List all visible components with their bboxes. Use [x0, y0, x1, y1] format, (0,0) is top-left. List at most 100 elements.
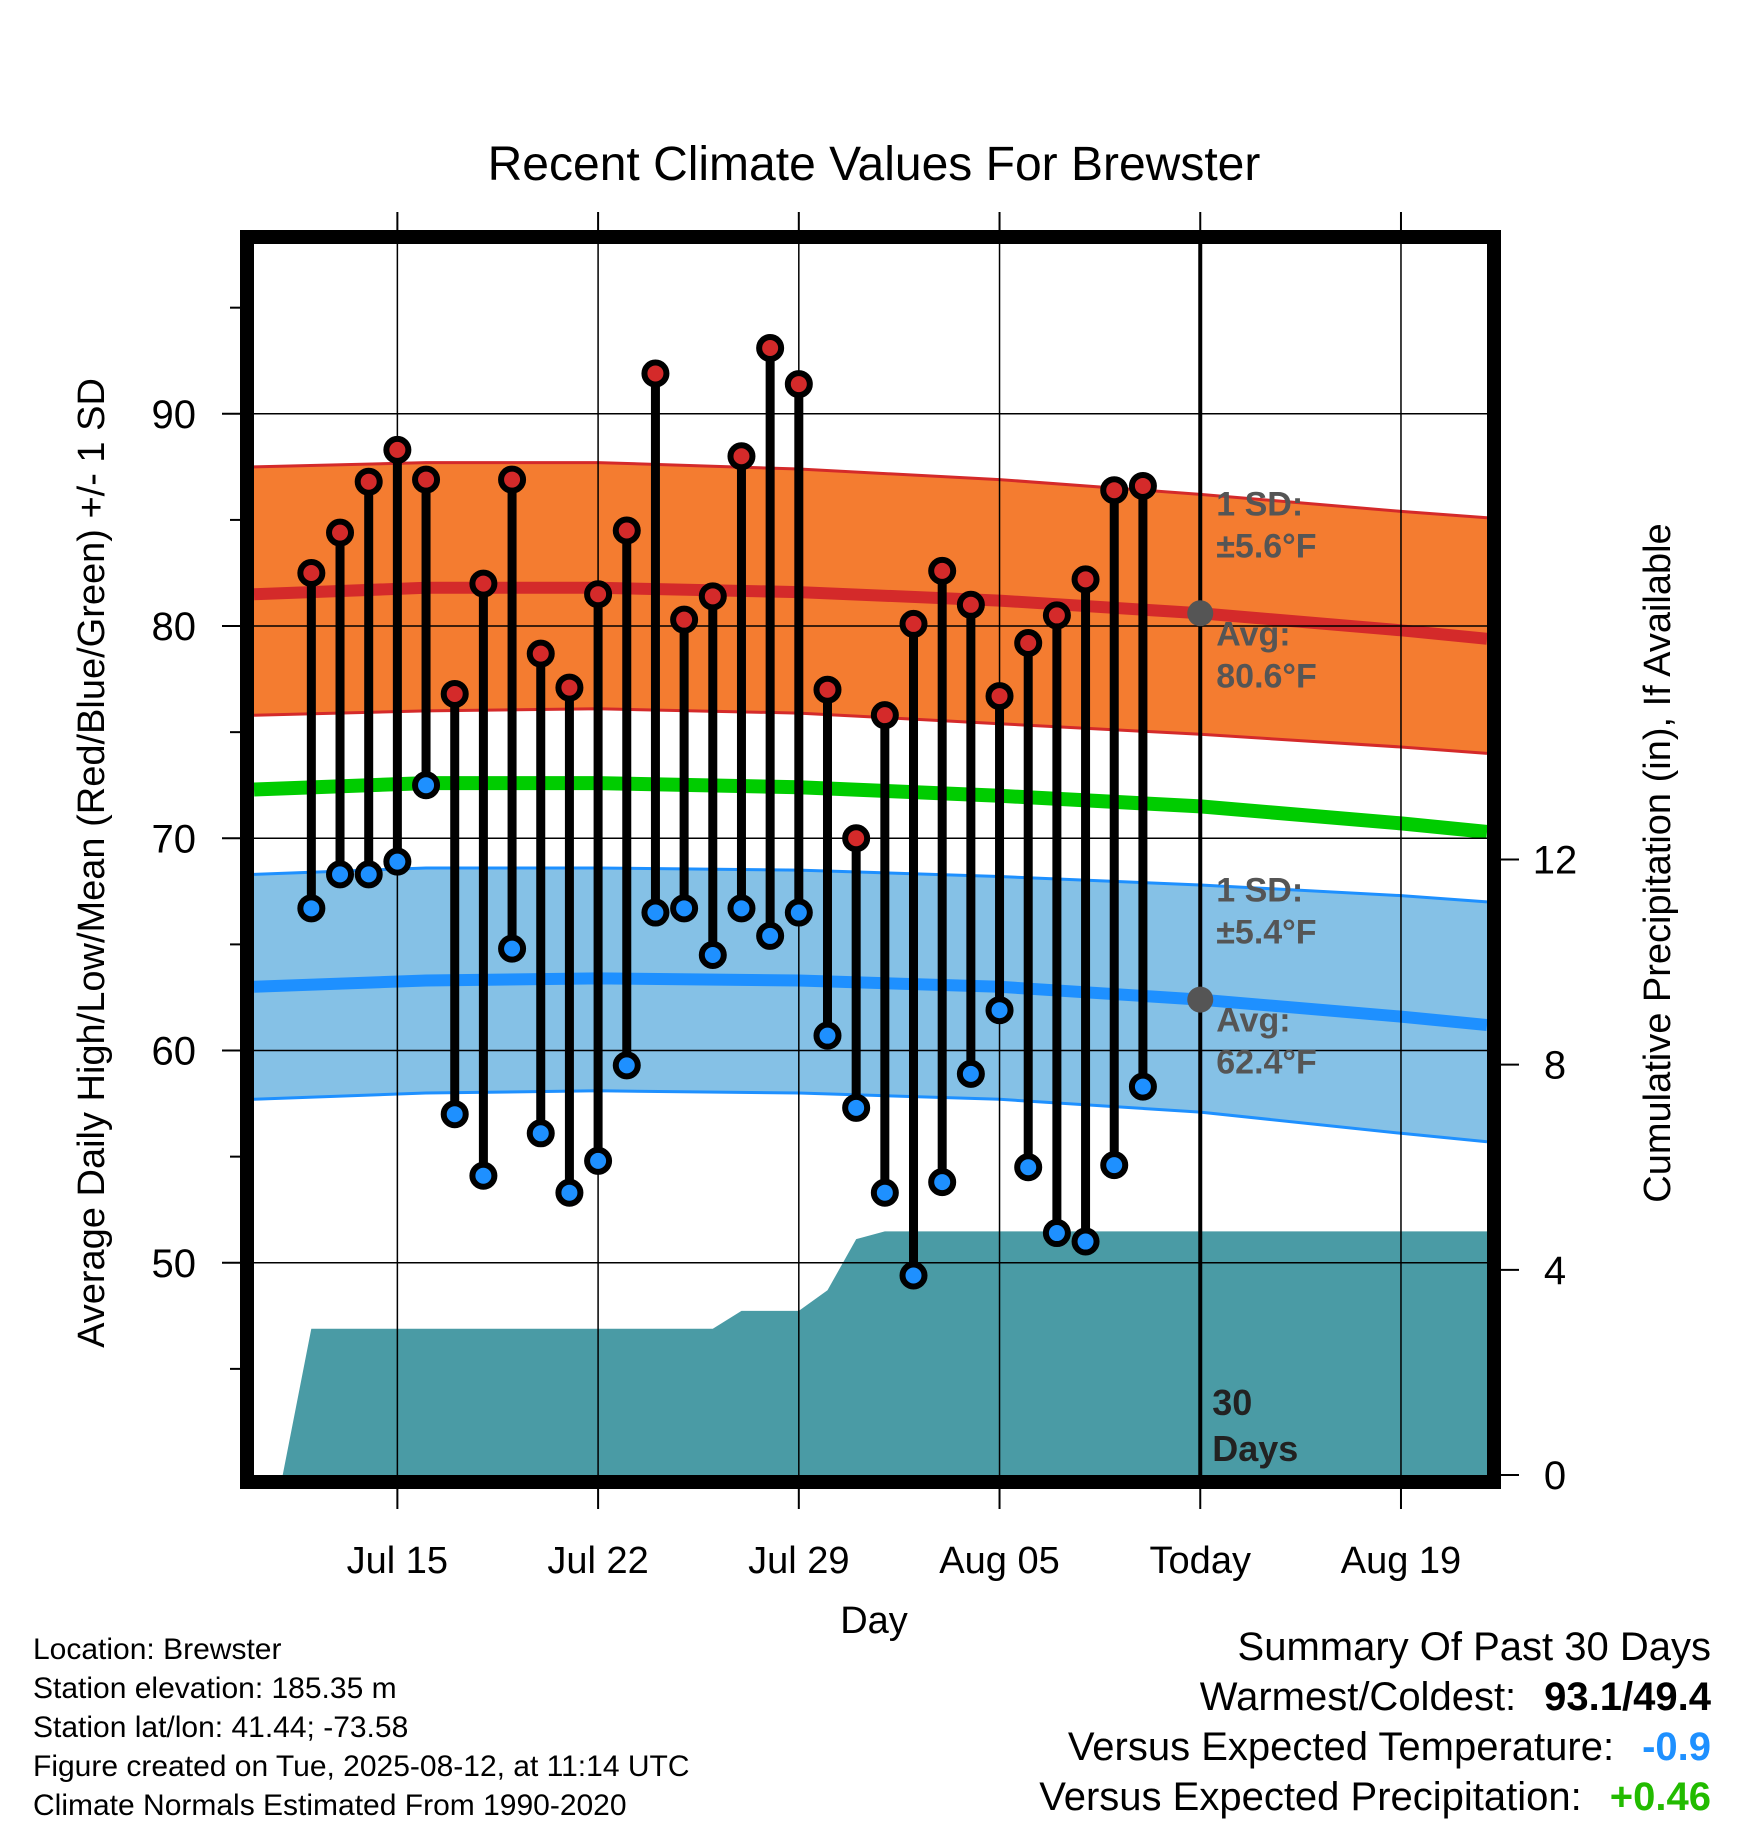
daily-low-point: [555, 1178, 584, 1207]
daily-low-point: [899, 1261, 928, 1290]
low-sd-band: [254, 868, 1487, 1142]
daily-high-point: [756, 333, 785, 362]
high-sd-annotation-line: 1 SD:: [1216, 485, 1303, 523]
daily-low-point: [383, 847, 412, 876]
daily-high-point: [899, 609, 928, 638]
y-tick-label: 70: [152, 817, 197, 861]
high-avg-annotation: Avg: 80.6°F: [1216, 615, 1317, 695]
plot-inner: 30 Days 1 SD: ±5.6°F Avg: 80.6°F 1 SD: ±5.4°F Av…: [254, 244, 1487, 1475]
high-avg-annotation-line: 80.6°F: [1216, 657, 1317, 695]
daily-high-point: [1128, 471, 1157, 500]
location-text: Location: Brewster: [33, 1633, 282, 1666]
daily-low-point: [670, 894, 699, 923]
today-days-label-line: 30: [1212, 1382, 1252, 1423]
plot-area: 30 Days 1 SD: ±5.6°F Avg: 80.6°F 1 SD: ±5.4°F Av…: [152, 212, 1578, 1582]
high-avg-marker: [1187, 600, 1214, 627]
x-tick-label: Aug 05: [939, 1540, 1059, 1582]
today-days-label: 30 Days: [1212, 1382, 1298, 1469]
today-days-label-line: Days: [1212, 1428, 1298, 1469]
daily-high-point: [1014, 629, 1043, 658]
y2-tick-label: 0: [1544, 1454, 1566, 1498]
x-tick-label: Jul 22: [547, 1540, 648, 1582]
daily-high-point: [326, 518, 355, 547]
daily-high-point: [727, 442, 756, 471]
x-axis-label: Day: [840, 1600, 908, 1642]
high-normal-line: [254, 581, 1487, 645]
daily-low-point: [1071, 1227, 1100, 1256]
warm-cold-label: Warmest/Coldest:: [1199, 1675, 1517, 1719]
daily-low-point: [1042, 1219, 1071, 1248]
low-sd-annotation-line: ±5.4°F: [1216, 914, 1316, 952]
summary-title: Summary Of Past 30 Days: [1237, 1625, 1711, 1669]
daily-low-point: [326, 860, 355, 889]
daily-high-point: [526, 639, 555, 668]
daily-low-point: [469, 1161, 498, 1190]
temp-label: Versus Expected Temperature:: [1067, 1725, 1615, 1769]
y-tick-label: 80: [152, 605, 197, 649]
precip-label: Versus Expected Precipitation:: [1039, 1775, 1582, 1819]
daily-high-point: [1100, 476, 1129, 505]
daily-low-point: [1128, 1072, 1157, 1101]
daily-high-point: [1071, 565, 1100, 594]
summary-panel: Summary Of Past 30 Days Warmest/Coldest:…: [1039, 1622, 1711, 1822]
x-tick-label: Jul 29: [748, 1540, 849, 1582]
summary-precip: Versus Expected Precipitation: +0.46: [1039, 1772, 1711, 1822]
x-tick-label: Jul 15: [347, 1540, 448, 1582]
x-tick-label: Today: [1150, 1540, 1251, 1582]
daily-low-point: [584, 1146, 613, 1175]
warm-cold-value: 93.1/49.4: [1544, 1675, 1711, 1719]
high-sd-annotation: 1 SD: ±5.6°F: [1216, 485, 1316, 565]
daily-high-point: [698, 582, 727, 611]
y-tick-label: 50: [152, 1242, 197, 1286]
plot-frame: [240, 230, 1501, 1489]
y-tick-label: 90: [152, 393, 197, 437]
daily-high-point: [928, 556, 957, 585]
daily-high-point: [1042, 601, 1071, 630]
y2-axis-label: Cumulative Precipitation (in), If Availa…: [1637, 523, 1679, 1202]
daily-low-point: [354, 860, 383, 889]
precip-value: +0.46: [1609, 1775, 1711, 1819]
daily-high-point: [612, 516, 641, 545]
daily-high-point: [784, 370, 813, 399]
daily-low-point: [698, 941, 727, 970]
daily-high-point: [985, 682, 1014, 711]
daily-low-point: [1014, 1153, 1043, 1182]
daily-low-point: [641, 898, 670, 927]
daily-high-point: [584, 580, 613, 609]
daily-high-point: [555, 673, 584, 702]
daily-low-point: [784, 898, 813, 927]
daily-low-point: [727, 894, 756, 923]
daily-low-point: [498, 934, 527, 963]
daily-low-point: [842, 1093, 871, 1122]
daily-high-point: [469, 569, 498, 598]
daily-high-point: [813, 675, 842, 704]
high-sd-annotation-line: ±5.6°F: [1216, 527, 1316, 565]
daily-high-point: [956, 590, 985, 619]
daily-low-point: [813, 1021, 842, 1050]
summary-warm-cold: Warmest/Coldest: 93.1/49.4: [1039, 1672, 1711, 1722]
daily-high-point: [641, 359, 670, 388]
low-sd-annotation: 1 SD: ±5.4°F: [1216, 872, 1316, 952]
y2-tick-label: 4: [1544, 1249, 1566, 1293]
daily-low-point: [412, 771, 441, 800]
daily-low-point: [612, 1051, 641, 1080]
daily-low-point: [756, 921, 785, 950]
daily-high-point: [297, 558, 326, 587]
daily-low-point: [870, 1178, 899, 1207]
y2-tick-label: 8: [1544, 1044, 1566, 1088]
high-sd-upper-line: [254, 461, 1487, 520]
daily-low-point: [526, 1119, 555, 1148]
chart-title: Recent Climate Values For Brewster: [488, 138, 1261, 191]
daily-low-point: [1100, 1151, 1129, 1180]
temp-value: -0.9: [1642, 1725, 1711, 1769]
x-tick-label: Aug 19: [1341, 1540, 1461, 1582]
daily-low-point: [928, 1168, 957, 1197]
daily-high-point: [498, 465, 527, 494]
daily-high-point: [383, 435, 412, 464]
summary-temp: Versus Expected Temperature: -0.9: [1039, 1722, 1711, 1772]
normals-text: Climate Normals Estimated From 1990-2020: [33, 1789, 627, 1822]
daily-high-point: [440, 679, 469, 708]
y2-tick-label: 12: [1533, 839, 1578, 883]
daily-low-point: [985, 996, 1014, 1025]
